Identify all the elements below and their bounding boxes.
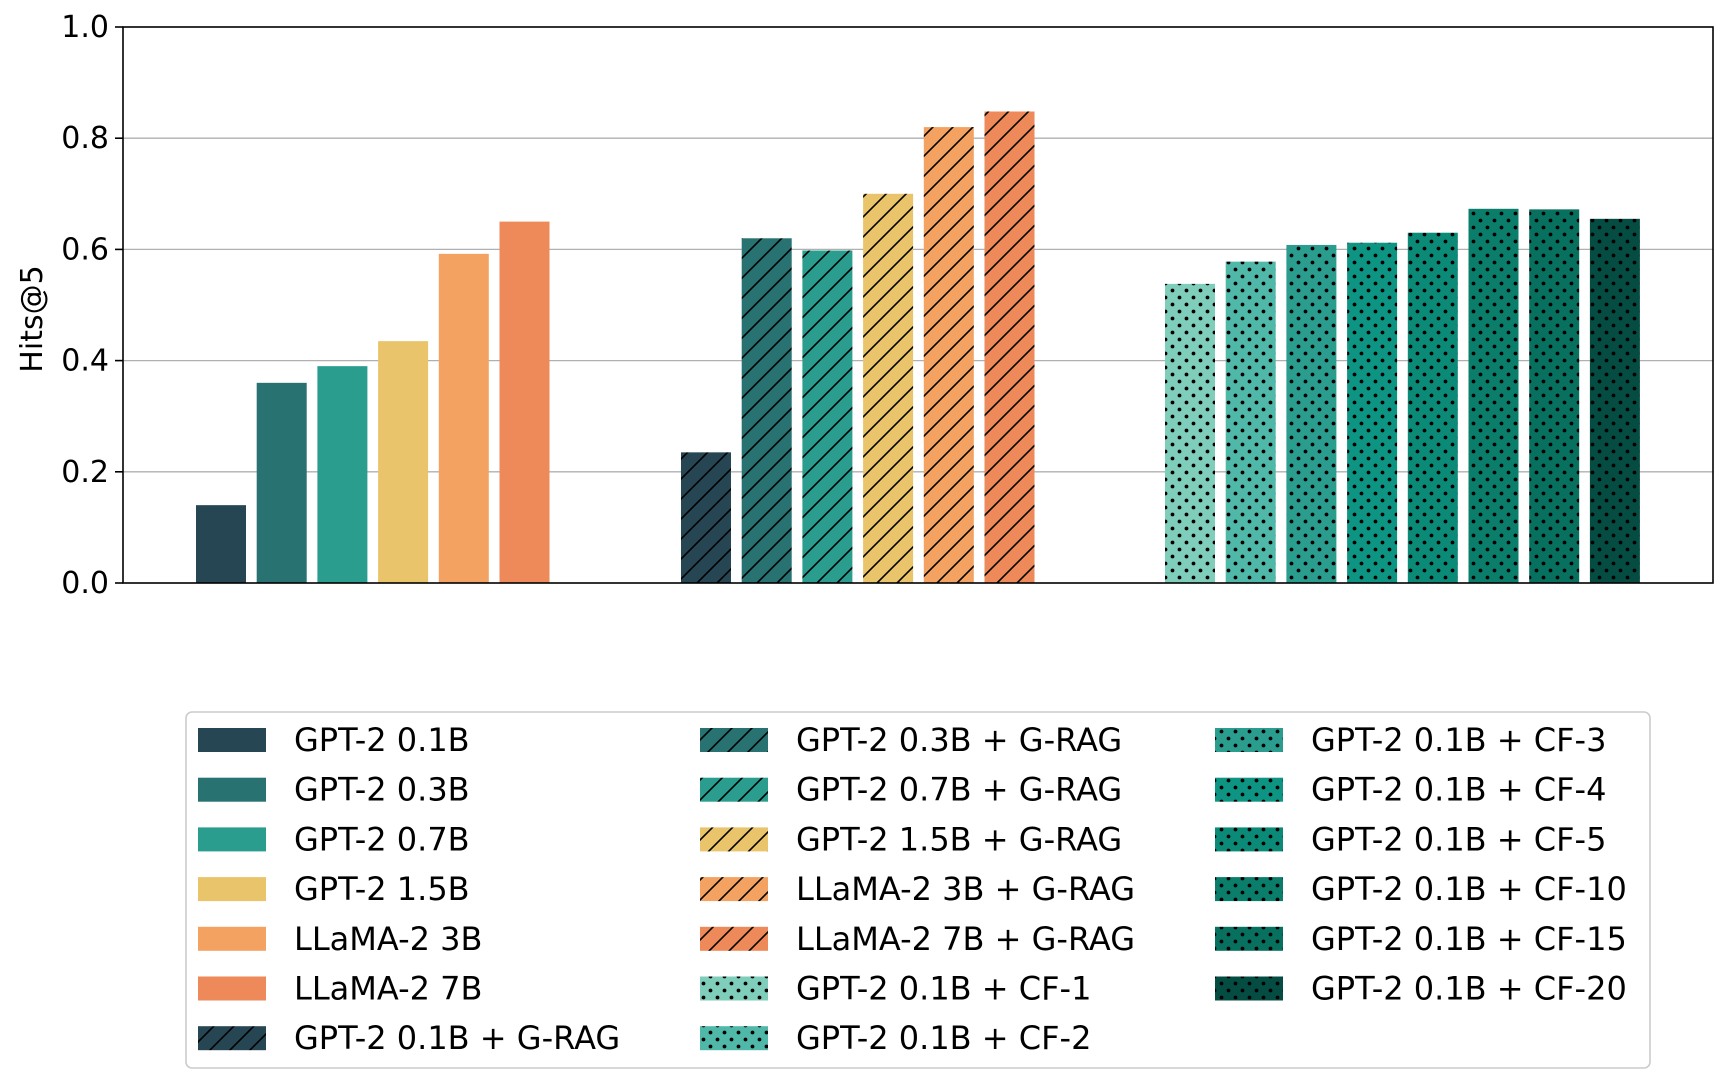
bar-gpt-2-0-1b-plus-cf-2 xyxy=(1225,261,1276,583)
bar-gpt-2-1-5b xyxy=(378,341,429,583)
axes: 0.0 0.2 0.4 0.6 0.8 1.0 xyxy=(61,10,1714,601)
legend-swatch xyxy=(1215,827,1283,852)
legend-label: GPT-2 0.1B + CF-5 xyxy=(1311,820,1606,858)
legend: GPT-2 0.1B GPT-2 0.3B GPT-2 0.7B GPT-2 1.5B… xyxy=(185,711,1651,1069)
legend-swatch xyxy=(700,926,768,951)
bar-gpt-2-0-1b-plus-cf-1 xyxy=(1165,283,1215,583)
bar-gpt-2-0-1b-plus-cf-4 xyxy=(1347,242,1398,583)
y-axis-label: Hits@5 xyxy=(15,265,50,372)
legend-swatch xyxy=(1215,728,1283,752)
legend-entry-gpt-2-1-5b-plus-g-rag: GPT-2 1.5B + G-RAG xyxy=(700,820,1122,858)
legend-entry-llama-2-7b: LLaMA-2 7B xyxy=(198,970,482,1008)
legend-label: LLaMA-2 3B + G-RAG xyxy=(796,870,1135,908)
bar-gpt-2-0-3b xyxy=(256,382,307,583)
bar-gpt-2-0-1b-plus-cf-20 xyxy=(1589,218,1640,583)
legend-swatch xyxy=(1215,976,1283,1001)
legend-entry-gpt-2-0-1b: GPT-2 0.1B xyxy=(198,721,470,759)
legend-swatch xyxy=(198,976,266,1001)
bar-gpt-2-0-1b-plus-cf-15 xyxy=(1529,209,1580,584)
y-tick-label: 0.6 xyxy=(61,232,109,267)
legend-box xyxy=(185,711,1651,1069)
bar-gpt-2-0-1b-plus-g-rag xyxy=(681,452,731,583)
legend-swatch xyxy=(700,877,768,902)
legend-label: GPT-2 1.5B xyxy=(294,870,470,908)
bars xyxy=(196,111,1640,584)
y-tick-label: 0.2 xyxy=(61,455,109,490)
legend-label: GPT-2 0.1B + CF-3 xyxy=(1311,721,1606,759)
bar-gpt-2-0-1b-plus-cf-5 xyxy=(1407,232,1458,583)
legend-label: GPT-2 0.1B xyxy=(294,721,470,759)
legend-entry-gpt-2-0-1b-plus-cf-20: GPT-2 0.1B + CF-20 xyxy=(1215,970,1627,1008)
legend-swatch xyxy=(198,926,266,951)
legend-entry-gpt-2-0-1b-plus-cf-4: GPT-2 0.1B + CF-4 xyxy=(1215,771,1606,809)
bar-gpt-2-0-1b-plus-cf-3 xyxy=(1286,244,1337,583)
legend-swatch xyxy=(700,777,768,802)
bar-gpt-2-0-7b xyxy=(317,366,368,583)
legend-swatch xyxy=(198,777,266,802)
legend-entry-llama-2-3b-plus-g-rag: LLaMA-2 3B + G-RAG xyxy=(700,870,1135,908)
bar-gpt-2-0-1b xyxy=(196,505,246,583)
legend-label: LLaMA-2 3B xyxy=(294,920,482,958)
legend-swatch xyxy=(1215,777,1283,802)
legend-swatch xyxy=(198,728,266,752)
legend-swatch xyxy=(1215,926,1283,951)
legend-label: LLaMA-2 7B xyxy=(294,970,482,1008)
y-tick-label: 1.0 xyxy=(61,10,109,45)
legend-label: GPT-2 0.3B xyxy=(294,771,470,809)
legend-label: GPT-2 0.1B + G-RAG xyxy=(294,1019,620,1057)
legend-swatch xyxy=(198,1026,266,1051)
bar-llama-2-3b xyxy=(438,253,489,583)
legend-entry-llama-2-7b-plus-g-rag: LLaMA-2 7B + G-RAG xyxy=(700,920,1135,958)
legend-label: GPT-2 0.7B + G-RAG xyxy=(796,771,1122,809)
legend-label: GPT-2 0.1B + CF-4 xyxy=(1311,771,1606,809)
legend-entry-gpt-2-0-3b-plus-g-rag: GPT-2 0.3B + G-RAG xyxy=(700,721,1122,759)
legend-swatch xyxy=(198,827,266,852)
legend-entry-gpt-2-0-1b-plus-cf-3: GPT-2 0.1B + CF-3 xyxy=(1215,721,1606,759)
legend-label: GPT-2 0.1B + CF-15 xyxy=(1311,920,1627,958)
bar-gpt-2-0-3b-plus-g-rag xyxy=(741,238,792,583)
legend-entry-gpt-2-0-3b: GPT-2 0.3B xyxy=(198,771,470,809)
y-tick-label: 0.0 xyxy=(61,566,109,601)
legend-swatch xyxy=(1215,877,1283,902)
legend-entry-gpt-2-0-7b-plus-g-rag: GPT-2 0.7B + G-RAG xyxy=(700,771,1122,809)
bar-gpt-2-1-5b-plus-g-rag xyxy=(863,193,914,584)
legend-entry-gpt-2-0-1b-plus-cf-5: GPT-2 0.1B + CF-5 xyxy=(1215,820,1606,858)
legend-swatch xyxy=(700,1026,768,1051)
legend-label: GPT-2 0.1B + CF-10 xyxy=(1311,870,1627,908)
legend-label: GPT-2 0.1B + CF-1 xyxy=(796,970,1091,1008)
legend-swatch xyxy=(700,976,768,1001)
legend-swatch xyxy=(700,827,768,852)
legend-label: GPT-2 0.3B + G-RAG xyxy=(796,721,1122,759)
legend-swatch xyxy=(198,877,266,902)
legend-entry-gpt-2-0-1b-plus-cf-2: GPT-2 0.1B + CF-2 xyxy=(700,1019,1091,1057)
legend-label: GPT-2 0.1B + CF-20 xyxy=(1311,970,1627,1008)
legend-entry-gpt-2-1-5b: GPT-2 1.5B xyxy=(198,870,470,908)
legend-entry-llama-2-3b: LLaMA-2 3B xyxy=(198,920,482,958)
legend-entry-gpt-2-0-7b: GPT-2 0.7B xyxy=(198,820,470,858)
bar-gpt-2-0-7b-plus-g-rag xyxy=(802,250,853,583)
y-tick-label: 0.4 xyxy=(61,344,109,379)
legend-entry-gpt-2-0-1b-plus-cf-1: GPT-2 0.1B + CF-1 xyxy=(700,970,1091,1008)
legend-label: GPT-2 0.1B + CF-2 xyxy=(796,1019,1091,1057)
bar-llama-2-7b xyxy=(499,221,550,583)
legend-entry-gpt-2-0-1b-plus-g-rag: GPT-2 0.1B + G-RAG xyxy=(198,1019,620,1057)
bar-llama-2-7b-plus-g-rag xyxy=(984,111,1035,584)
legend-label: LLaMA-2 7B + G-RAG xyxy=(796,920,1135,958)
legend-label: GPT-2 0.7B xyxy=(294,820,470,858)
plot-frame xyxy=(122,26,1714,584)
legend-entry-gpt-2-0-1b-plus-cf-15: GPT-2 0.1B + CF-15 xyxy=(1215,920,1627,958)
legend-entry-gpt-2-0-1b-plus-cf-10: GPT-2 0.1B + CF-10 xyxy=(1215,870,1627,908)
y-tick-label: 0.8 xyxy=(61,121,109,156)
bar-llama-2-3b-plus-g-rag xyxy=(923,127,974,583)
legend-label: GPT-2 1.5B + G-RAG xyxy=(796,820,1122,858)
bar-gpt-2-0-1b-plus-cf-10 xyxy=(1468,208,1519,583)
legend-swatch xyxy=(700,728,768,752)
